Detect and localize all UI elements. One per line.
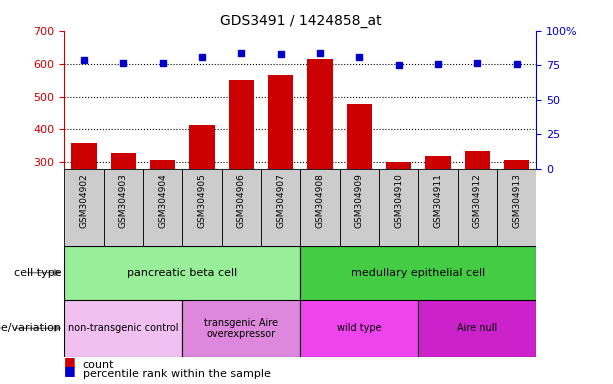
Text: GSM304912: GSM304912 [473, 173, 482, 228]
Bar [183, 300, 300, 357]
Text: wild type: wild type [337, 323, 382, 333]
Text: non-transgenic control: non-transgenic control [68, 323, 178, 333]
Bar [425, 156, 451, 169]
Bar [261, 169, 300, 246]
Text: count: count [83, 360, 114, 370]
Text: medullary epithelial cell: medullary epithelial cell [351, 268, 485, 278]
Bar [346, 104, 372, 169]
Text: Aire null: Aire null [457, 323, 498, 333]
Bar [64, 300, 183, 357]
Text: GSM304913: GSM304913 [512, 173, 521, 228]
Text: GSM304905: GSM304905 [197, 173, 207, 228]
Bar [418, 169, 458, 246]
Text: genotype/variation: genotype/variation [0, 323, 61, 333]
Bar [229, 80, 254, 169]
Bar [300, 246, 536, 300]
Bar [183, 169, 222, 246]
Bar [143, 169, 183, 246]
Bar [104, 169, 143, 246]
Text: GSM304909: GSM304909 [355, 173, 364, 228]
Bar [497, 169, 536, 246]
Bar [458, 169, 497, 246]
Bar [418, 300, 536, 357]
Bar [300, 169, 340, 246]
Bar [340, 169, 379, 246]
Text: ■: ■ [64, 355, 76, 368]
Bar [379, 169, 418, 246]
Bar [504, 160, 530, 169]
Bar [222, 169, 261, 246]
Bar [268, 75, 294, 169]
Bar [71, 143, 97, 169]
Bar [110, 152, 136, 169]
Bar [300, 300, 418, 357]
Text: cell type: cell type [13, 268, 61, 278]
Text: percentile rank within the sample: percentile rank within the sample [83, 369, 270, 379]
Bar [189, 125, 215, 169]
Text: GSM304902: GSM304902 [80, 173, 88, 228]
Text: GSM304908: GSM304908 [316, 173, 324, 228]
Bar [64, 246, 300, 300]
Text: transgenic Aire
overexpressor: transgenic Aire overexpressor [204, 318, 278, 339]
Title: GDS3491 / 1424858_at: GDS3491 / 1424858_at [219, 14, 381, 28]
Bar [465, 151, 490, 169]
Bar [307, 59, 333, 169]
Text: GSM304903: GSM304903 [119, 173, 128, 228]
Bar [64, 169, 104, 246]
Text: GSM304906: GSM304906 [237, 173, 246, 228]
Text: GSM304910: GSM304910 [394, 173, 403, 228]
Text: pancreatic beta cell: pancreatic beta cell [128, 268, 237, 278]
Text: GSM304907: GSM304907 [276, 173, 285, 228]
Text: ■: ■ [64, 364, 76, 377]
Bar [386, 162, 411, 169]
Text: GSM304911: GSM304911 [433, 173, 443, 228]
Text: GSM304904: GSM304904 [158, 173, 167, 228]
Bar [150, 160, 175, 169]
